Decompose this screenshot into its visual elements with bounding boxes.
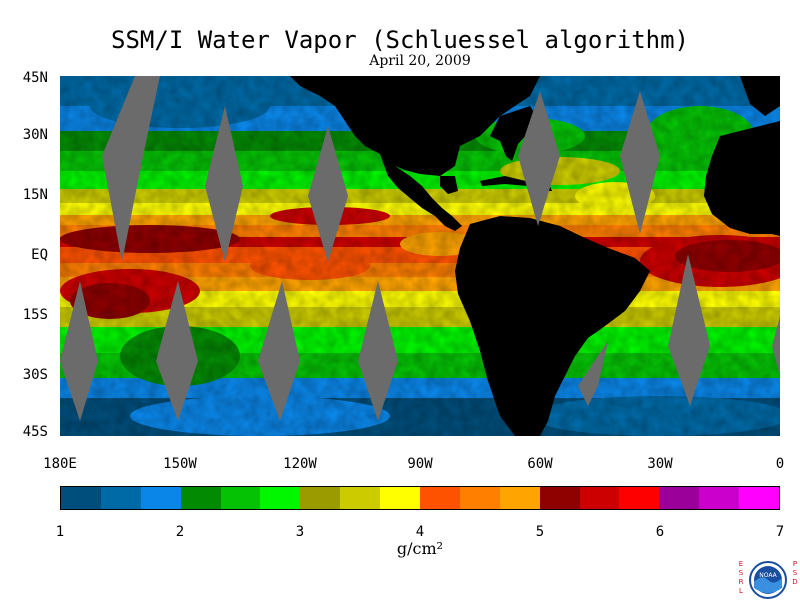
swath-gap [578,341,608,406]
lat-label-45s: 45S [22,424,48,440]
lon-label-180e: 180E [43,456,77,472]
colorbar-tick-4: 4 [415,524,425,540]
south-america [455,216,650,436]
logo-right-letters: P S D [792,560,798,586]
svg-text:NOAA: NOAA [759,572,777,579]
lat-label-45n: 45N [22,70,48,86]
colorbar-segment [380,487,421,509]
lon-label-90w: 90W [407,456,433,472]
swath-gap [620,91,660,234]
map-title: SSM/I Water Vapor (Schluessel algorithm) [111,26,689,54]
lat-label-eq: EQ [31,247,48,263]
swath-gap [60,281,98,421]
swath-gap [205,106,243,262]
africa [704,121,780,236]
swath-gap [518,91,560,226]
colorbar-segment [140,487,181,509]
cuba [480,176,530,186]
map-canvas [60,76,780,436]
colorbar-segment [619,487,660,509]
colorbar-tick-1: 1 [55,524,65,540]
colorbar-segment [739,487,780,509]
north-america [290,76,540,176]
colorbar-segment [420,487,460,509]
swath-gap [156,281,198,421]
lon-label-150w: 150W [163,456,197,472]
missing-data-swaths [60,76,780,421]
colorbar-tick-5: 5 [535,524,545,540]
swath-gap [308,126,348,262]
colorbar-segment [260,487,301,509]
swath-gap [772,316,780,376]
colorbar-tick-6: 6 [655,524,665,540]
colorbar-segment [579,487,620,509]
colorbar-segment [340,487,381,509]
southeast-us [490,106,540,161]
water-vapor-map [60,76,780,436]
colorbar-tick-7: 7 [775,524,785,540]
logo-left-letters: E S R L [738,560,744,595]
colorbar-segment [499,487,540,509]
colorbar-segment [459,487,500,509]
swath-gap [258,281,300,421]
lon-label-0: 0 [775,456,785,472]
colorbar-segment [220,487,261,509]
colorbar-segment [100,487,141,509]
colorbar-tick-2: 2 [175,524,185,540]
swath-gap [358,281,398,421]
lat-label-30s: 30S [22,367,48,383]
central-america [380,154,462,231]
colorbar-segment [539,487,580,509]
north-atlantic-land [740,76,780,116]
lat-label-15s: 15S [22,307,48,323]
colorbar-tick-3: 3 [295,524,305,540]
map-date: April 20, 2009 [369,53,471,69]
lon-label-30w: 30W [647,456,673,472]
colorbar-segment [659,487,700,509]
colorbar-unit: g/cm² [396,539,444,558]
esrl-psd-logo: E S R L NOAA P S D [738,560,798,600]
land-masses [290,76,780,436]
lat-label-30n: 30N [22,127,48,143]
colorbar-segment [180,487,221,509]
lat-label-15n: 15N [22,187,48,203]
colorbar-segment [699,487,740,509]
lon-label-60w: 60W [527,456,553,472]
colorbar-segment [300,487,341,509]
colorbar-segment [61,487,101,509]
swath-gap [668,254,710,406]
lon-label-120w: 120W [283,456,317,472]
yucatan [440,176,458,194]
colorbar [60,486,780,510]
noaa-emblem-icon: NOAA [749,561,787,599]
swath-gap [102,76,160,262]
